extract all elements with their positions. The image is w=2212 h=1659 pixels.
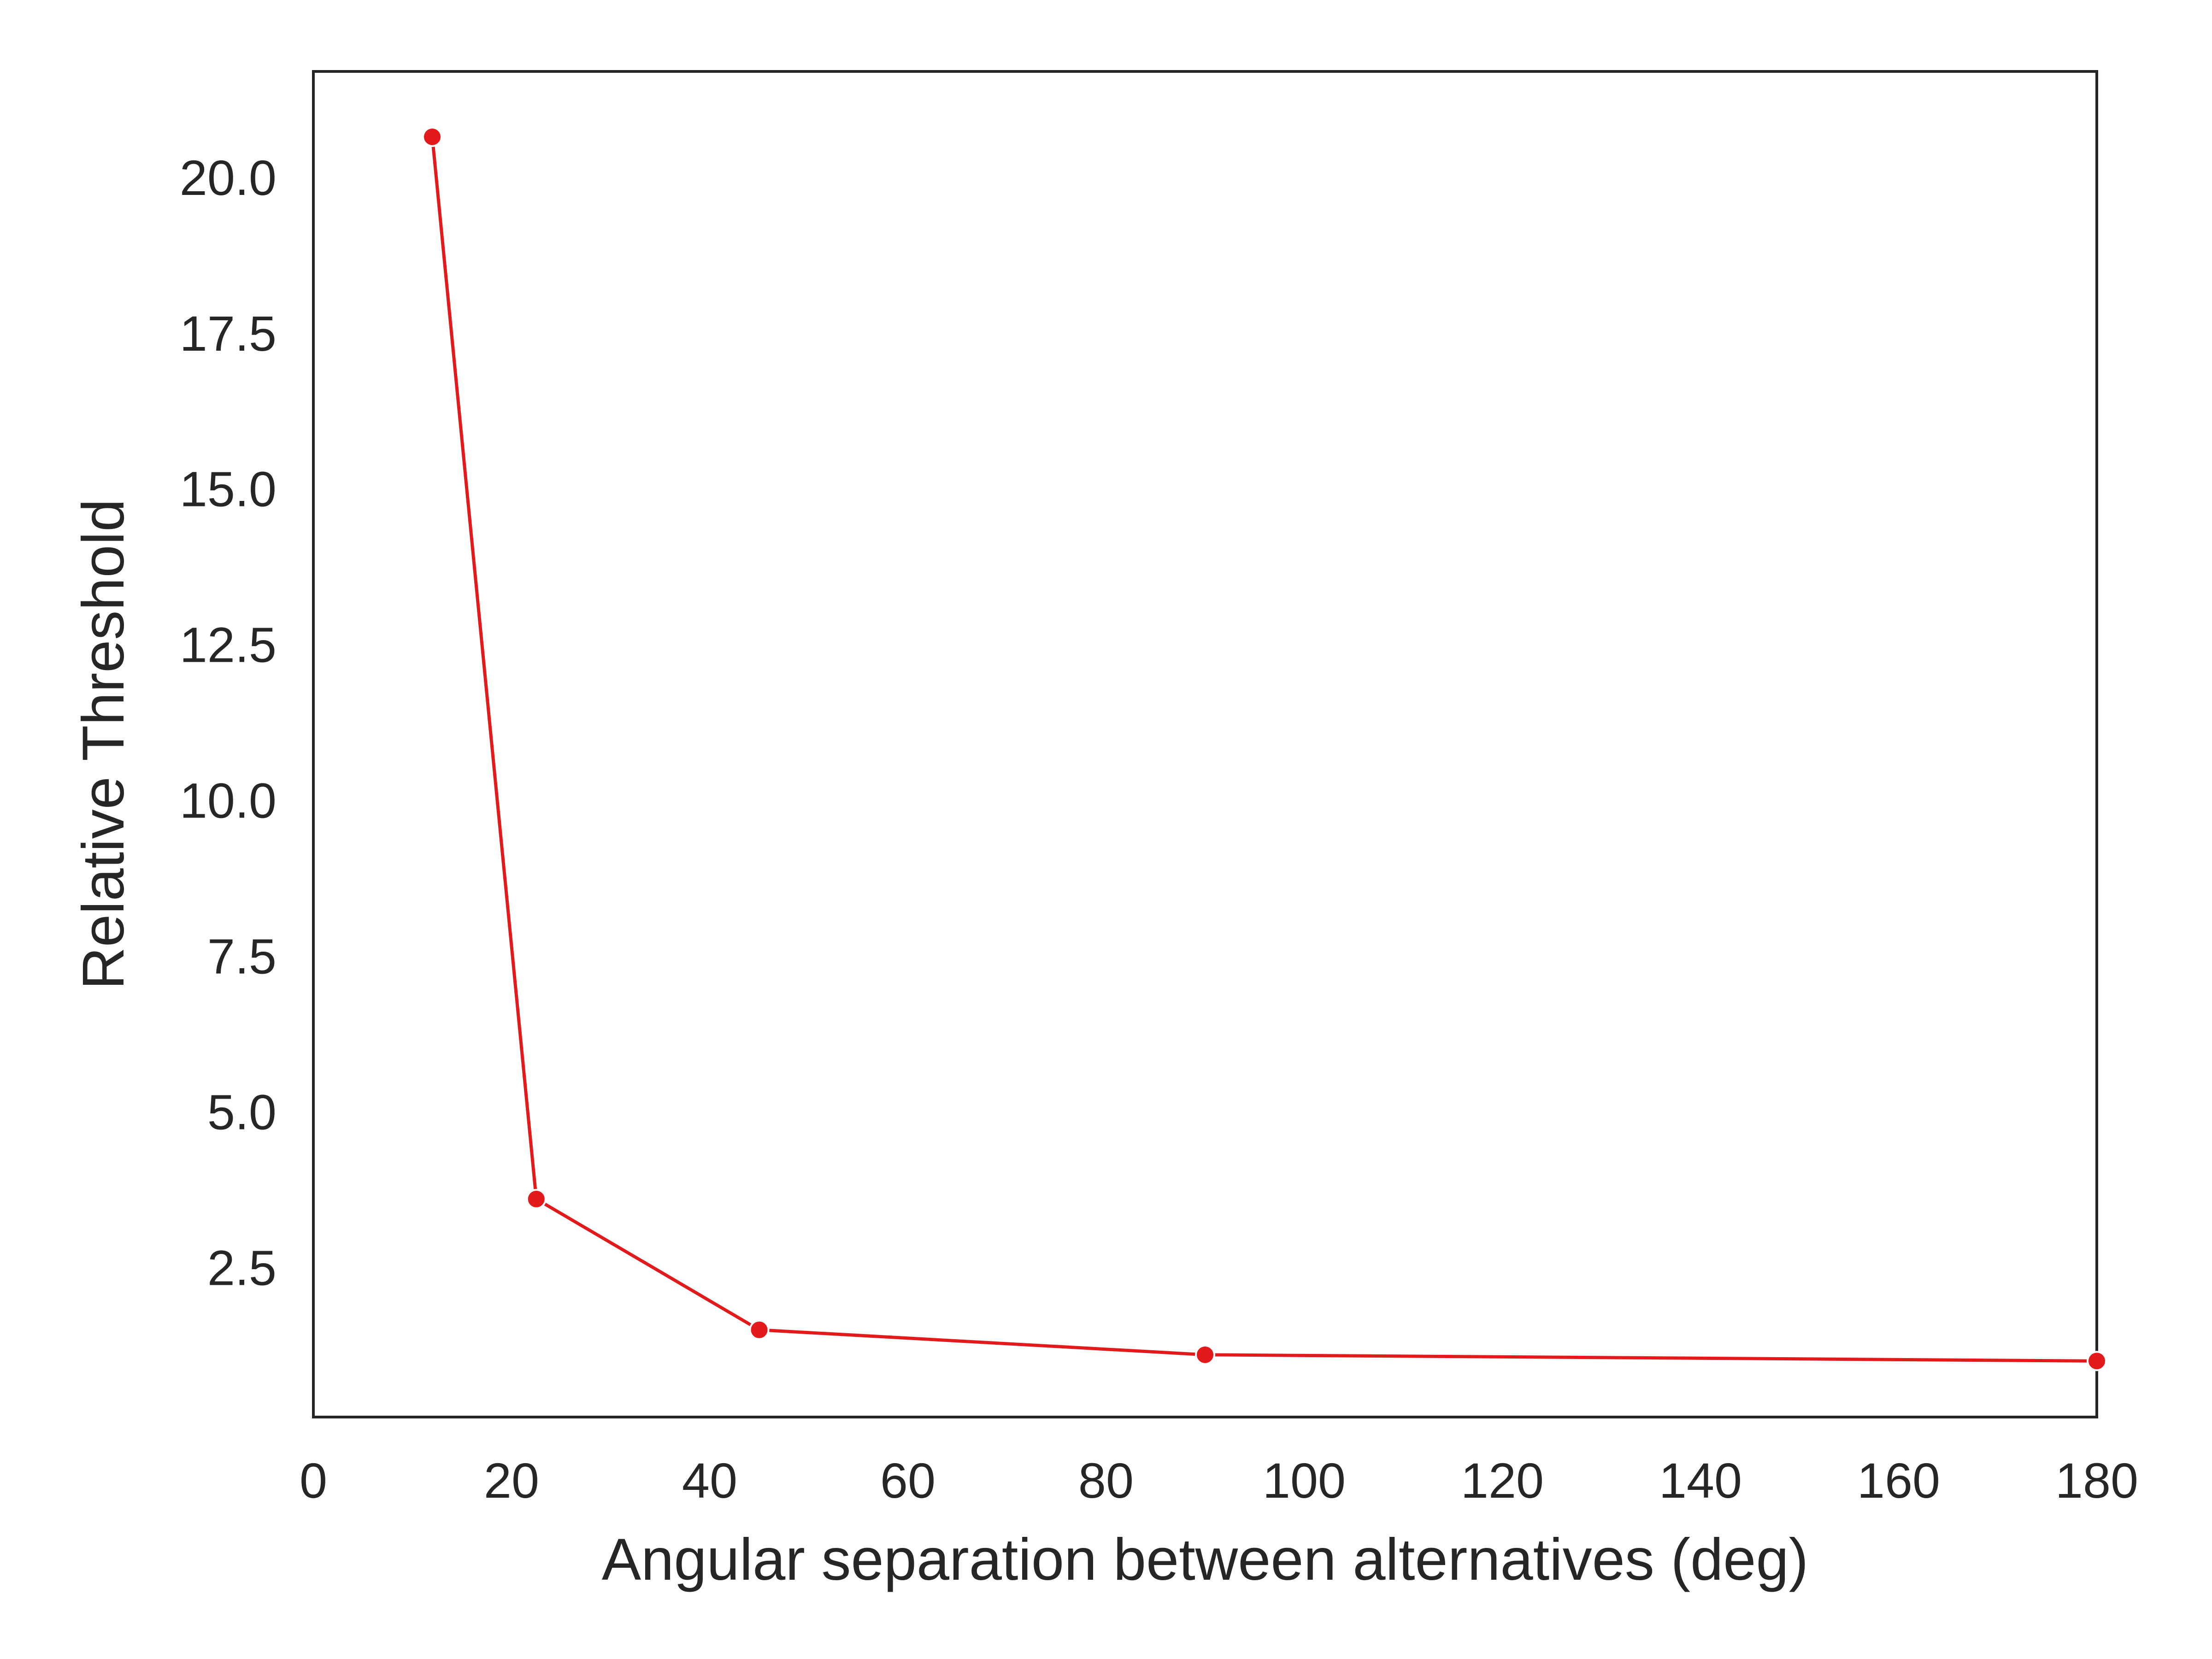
- data-point: [526, 1188, 547, 1209]
- x-tick-label: 160: [1857, 1453, 1940, 1508]
- x-axis-ticks: 0 20 40 60 80 100 120 140 160 180: [300, 1453, 2138, 1508]
- x-tick-label: 140: [1659, 1453, 1742, 1508]
- x-tick-label: 120: [1461, 1453, 1544, 1508]
- x-tick-label: 100: [1263, 1453, 1346, 1508]
- x-tick-label: 60: [880, 1453, 935, 1508]
- y-tick-label: 7.5: [207, 929, 276, 984]
- data-point: [422, 126, 442, 147]
- x-axis-label: Angular separation between alternatives …: [602, 1527, 1809, 1593]
- x-tick-label: 40: [682, 1453, 737, 1508]
- x-tick-label: 0: [300, 1453, 327, 1508]
- y-tick-label: 15.0: [180, 461, 276, 517]
- series-layer: [422, 126, 2107, 1371]
- plot-area: [312, 70, 2098, 1418]
- y-tick-label: 20.0: [180, 150, 276, 206]
- x-tick-label: 20: [484, 1453, 539, 1508]
- y-tick-label: 17.5: [180, 306, 276, 361]
- y-axis-label: Relative Threshold: [71, 499, 136, 990]
- y-tick-label: 2.5: [207, 1240, 276, 1296]
- y-tick-label: 5.0: [207, 1084, 276, 1140]
- data-point: [1195, 1344, 1215, 1365]
- y-axis-ticks: 2.5 5.0 7.5 10.0 12.5 15.0 17.5 20.0: [180, 150, 276, 1296]
- y-tick-label: 10.0: [180, 773, 276, 829]
- data-point: [2087, 1351, 2107, 1371]
- data-point: [749, 1319, 770, 1340]
- y-tick-label: 12.5: [180, 617, 276, 673]
- x-tick-label: 80: [1078, 1453, 1134, 1508]
- x-tick-label: 180: [2055, 1453, 2138, 1508]
